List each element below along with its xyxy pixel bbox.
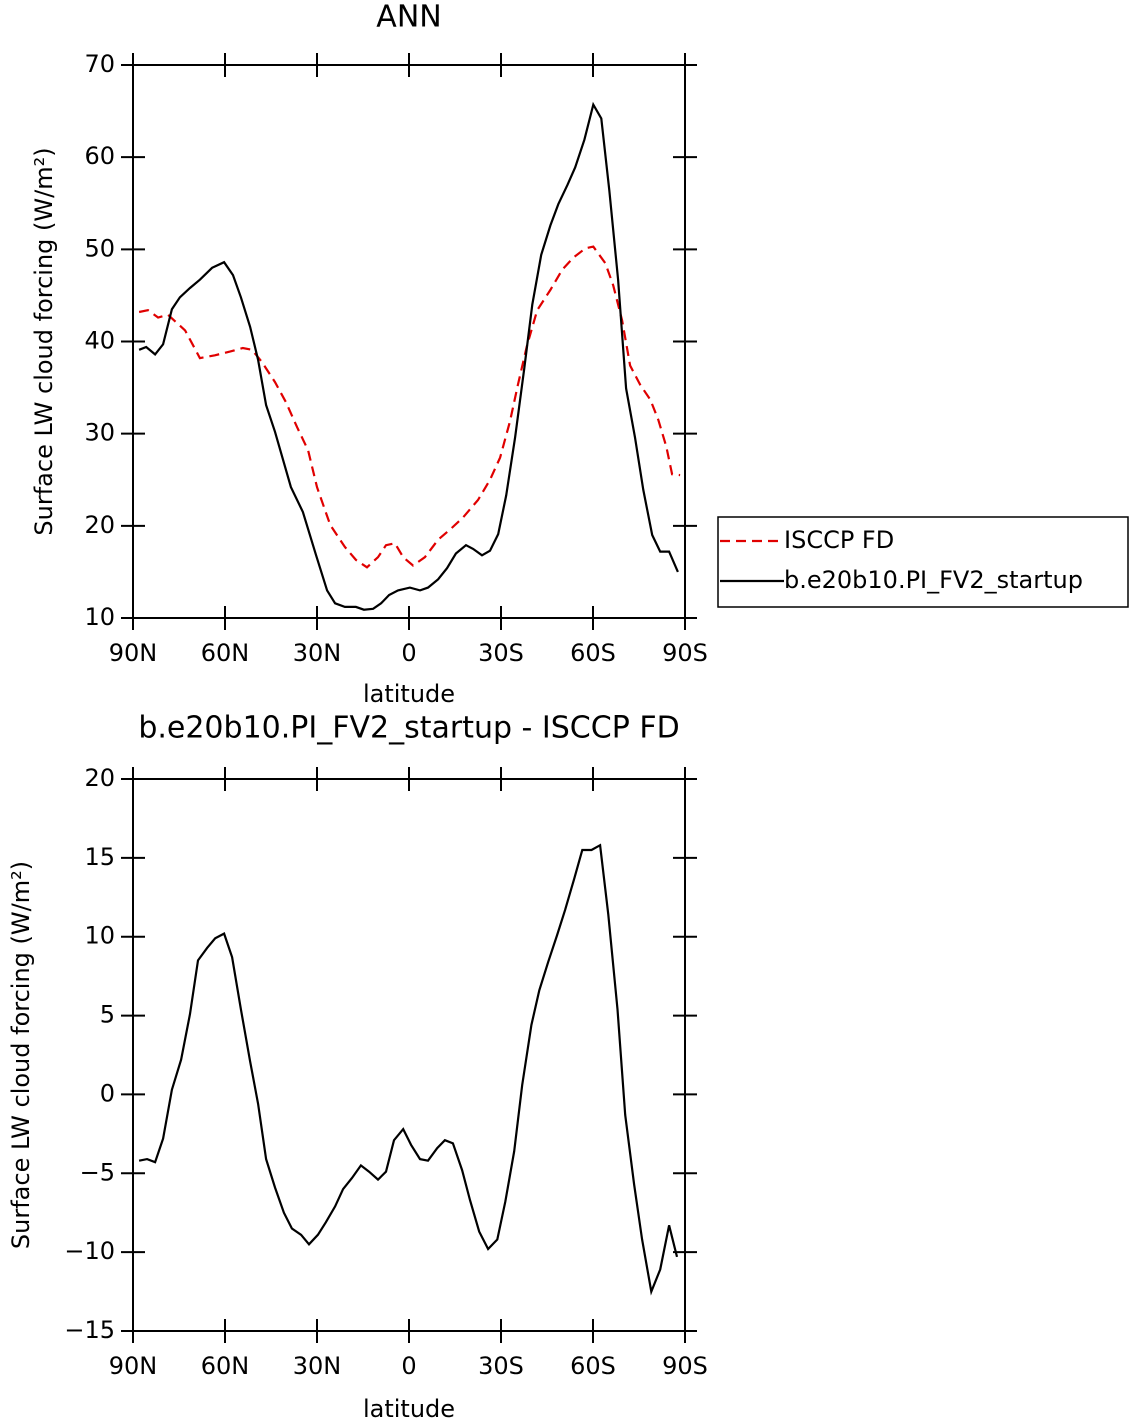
y-tick-label: 50 [84, 234, 115, 262]
y-tick-label: 15 [84, 843, 115, 871]
data-line [138, 245, 681, 569]
legend-label: b.e20b10.PI_FV2_startup [784, 566, 1083, 594]
x-axis-label: latitude [363, 1395, 455, 1423]
y-tick-label: −5 [80, 1158, 115, 1186]
x-tick-label: 90N [109, 1352, 158, 1380]
y-tick-label: 10 [84, 603, 115, 631]
y-tick-label: 40 [84, 327, 115, 355]
y-tick-label: 70 [84, 50, 115, 78]
x-tick-label: 30N [293, 639, 342, 667]
x-tick-label: 60S [570, 639, 616, 667]
x-tick-label: 0 [401, 1352, 416, 1380]
y-tick-label: 60 [84, 142, 115, 170]
chart-title: b.e20b10.PI_FV2_startup - ISCCP FD [138, 711, 679, 746]
x-tick-label: 60N [201, 639, 250, 667]
x-tick-label: 90S [662, 1352, 708, 1380]
data-line [138, 843, 679, 1296]
y-tick-label: 5 [100, 1001, 115, 1029]
legend-label: ISCCP FD [784, 526, 894, 554]
y-tick-label: 10 [84, 922, 115, 950]
legend-box [717, 516, 1129, 608]
y-tick-label: −15 [64, 1316, 115, 1344]
y-tick-label: −10 [64, 1237, 115, 1265]
y-tick-label: 20 [84, 764, 115, 792]
y-axis-label: Surface LW cloud forcing (W/m²) [30, 147, 58, 535]
x-axis-label: latitude [363, 680, 455, 708]
x-tick-label: 0 [401, 639, 416, 667]
x-tick-label: 30S [478, 1352, 524, 1380]
y-tick-label: 20 [84, 511, 115, 539]
y-tick-label: 30 [84, 419, 115, 447]
x-tick-label: 30N [293, 1352, 342, 1380]
plot-frame [132, 64, 686, 619]
y-axis-label: Surface LW cloud forcing (W/m²) [7, 861, 35, 1249]
y-tick-label: 0 [100, 1079, 115, 1107]
x-tick-label: 90S [662, 639, 708, 667]
x-tick-label: 60N [201, 1352, 250, 1380]
chart-title: ANN [376, 0, 441, 35]
data-line [138, 101, 679, 611]
x-tick-label: 30S [478, 639, 524, 667]
x-tick-label: 90N [109, 639, 158, 667]
x-tick-label: 60S [570, 1352, 616, 1380]
